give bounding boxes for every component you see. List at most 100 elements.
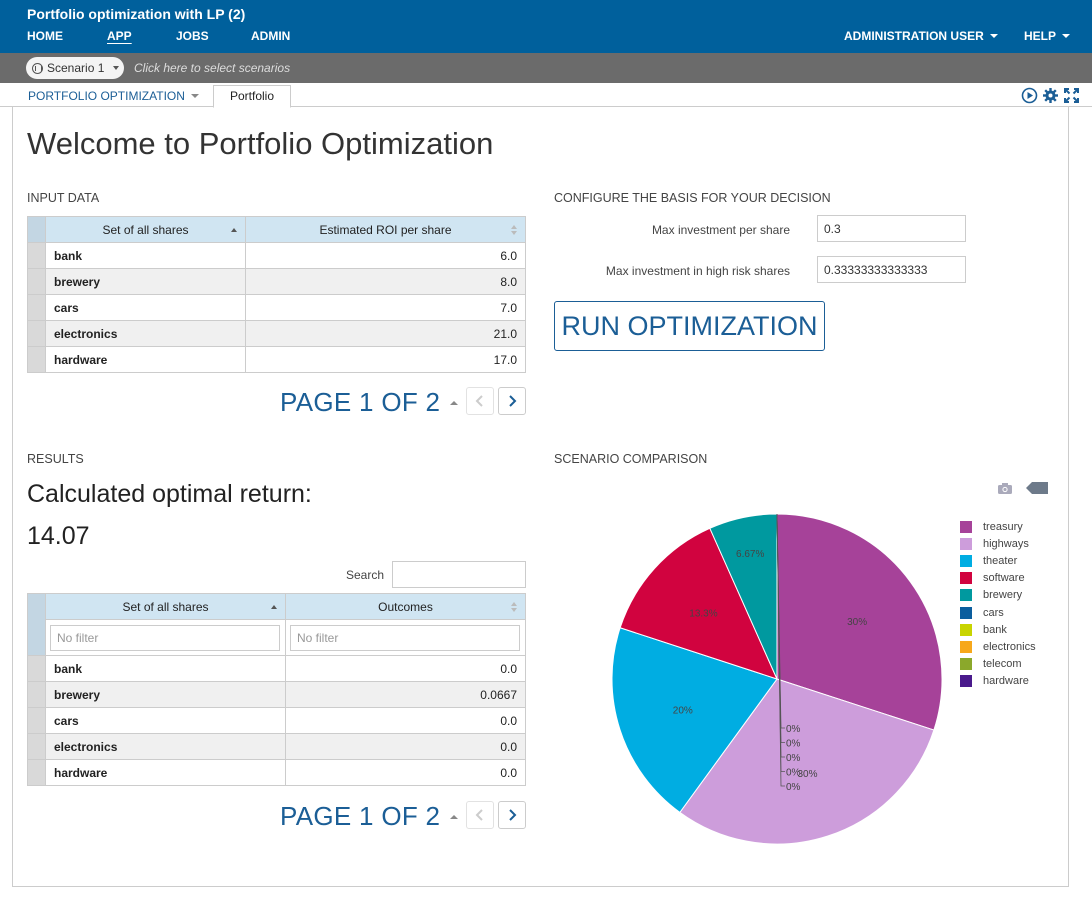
- table-cell[interactable]: 0.0667: [285, 681, 526, 708]
- legend-item-theater[interactable]: theater: [960, 552, 1036, 569]
- table-cell[interactable]: brewery: [45, 268, 246, 295]
- column-header-shares[interactable]: Set of all shares: [45, 216, 246, 243]
- legend-item-highways[interactable]: highways: [960, 535, 1036, 552]
- table-row[interactable]: cars 7.0: [27, 294, 526, 321]
- column-header-roi[interactable]: Estimated ROI per share: [245, 216, 526, 243]
- max-risk-input[interactable]: 0.33333333333333: [817, 256, 966, 283]
- scenario-bar: Scenario 1 Click here to select scenario…: [0, 53, 1092, 83]
- row-header[interactable]: [27, 733, 46, 760]
- gear-icon[interactable]: [1042, 87, 1059, 104]
- table-row[interactable]: bank 0.0: [27, 655, 526, 682]
- filter-input-outcomes[interactable]: No filter: [290, 624, 520, 651]
- table-cell[interactable]: 21.0: [245, 320, 526, 347]
- legend-item-brewery[interactable]: brewery: [960, 587, 1036, 604]
- row-header[interactable]: [27, 759, 46, 786]
- table-row[interactable]: hardware 0.0: [27, 759, 526, 786]
- table-cell[interactable]: bank: [45, 655, 286, 682]
- table-row[interactable]: bank 6.0: [27, 242, 526, 269]
- tab-portfolio[interactable]: Portfolio: [213, 85, 291, 108]
- toolbar-icons: [1021, 87, 1080, 104]
- legend-label: electronics: [983, 640, 1036, 653]
- row-header[interactable]: [27, 655, 46, 682]
- table-cell[interactable]: brewery: [45, 681, 286, 708]
- tag-icon[interactable]: [1026, 482, 1048, 494]
- table-row[interactable]: cars 0.0: [27, 707, 526, 734]
- table-row[interactable]: brewery 0.0667: [27, 681, 526, 708]
- table-cell[interactable]: 0.0: [285, 707, 526, 734]
- page-title: Welcome to Portfolio Optimization: [27, 126, 494, 161]
- pager-label: PAGE 1 OF 2: [280, 801, 441, 831]
- nav-home[interactable]: HOME: [27, 29, 63, 43]
- table-row[interactable]: electronics 0.0: [27, 733, 526, 760]
- table-cell[interactable]: bank: [45, 242, 246, 269]
- next-page-button[interactable]: [498, 801, 526, 829]
- run-optimization-button[interactable]: RUN OPTIMIZATION: [554, 301, 825, 351]
- table-cell[interactable]: electronics: [45, 733, 286, 760]
- user-menu[interactable]: ADMINISTRATION USER: [844, 29, 998, 43]
- next-page-button[interactable]: [498, 387, 526, 415]
- input-data-heading: INPUT DATA: [27, 191, 100, 205]
- legend-item-telecom[interactable]: telecom: [960, 656, 1036, 673]
- table-cell[interactable]: cars: [45, 707, 286, 734]
- row-header[interactable]: [27, 268, 46, 295]
- prev-page-button[interactable]: [466, 801, 494, 829]
- pie-slice-software[interactable]: [619, 527, 778, 680]
- table-cell[interactable]: 17.0: [245, 346, 526, 373]
- table-cell[interactable]: 7.0: [245, 294, 526, 321]
- input-pager[interactable]: PAGE 1 OF 2: [280, 387, 459, 418]
- legend-label: software: [983, 572, 1025, 585]
- table-cell[interactable]: 0.0: [285, 733, 526, 760]
- row-header[interactable]: [27, 320, 46, 347]
- table-cell[interactable]: 8.0: [245, 268, 526, 295]
- help-menu[interactable]: HELP: [1024, 29, 1071, 43]
- pie-slice-highways[interactable]: [679, 678, 935, 845]
- table-cell[interactable]: hardware: [45, 759, 286, 786]
- pie-slice-treasury[interactable]: [776, 513, 943, 731]
- slice-label-brewery: 6.67%: [736, 549, 764, 560]
- column-header-shares[interactable]: Set of all shares: [45, 593, 286, 620]
- table-row[interactable]: electronics 21.0: [27, 320, 526, 347]
- nav-admin[interactable]: ADMIN: [251, 29, 291, 43]
- table-cell[interactable]: 0.0: [285, 759, 526, 786]
- legend-item-cars[interactable]: cars: [960, 604, 1036, 621]
- row-header[interactable]: [27, 346, 46, 373]
- nav-jobs[interactable]: JOBS: [176, 29, 209, 43]
- nav-app[interactable]: APP: [107, 29, 132, 43]
- legend-item-software[interactable]: software: [960, 570, 1036, 587]
- legend-item-hardware[interactable]: hardware: [960, 673, 1036, 690]
- table-row[interactable]: hardware 17.0: [27, 346, 526, 373]
- play-icon[interactable]: [1021, 87, 1038, 104]
- table-cell[interactable]: cars: [45, 294, 246, 321]
- column-header-outcomes[interactable]: Outcomes: [285, 593, 526, 620]
- scenario-name: Scenario 1: [47, 61, 105, 75]
- results-pager[interactable]: PAGE 1 OF 2: [280, 801, 459, 832]
- legend-label: bank: [983, 623, 1007, 636]
- legend-item-bank[interactable]: bank: [960, 621, 1036, 638]
- table-cell[interactable]: 6.0: [245, 242, 526, 269]
- table-cell[interactable]: 0.0: [285, 655, 526, 682]
- row-header[interactable]: [27, 681, 46, 708]
- table-row[interactable]: brewery 8.0: [27, 268, 526, 295]
- legend-item-electronics[interactable]: electronics: [960, 638, 1036, 655]
- table-cell[interactable]: electronics: [45, 320, 246, 347]
- sort-icon: [511, 602, 517, 612]
- scenario-selector[interactable]: Scenario 1: [26, 57, 124, 79]
- prev-page-button[interactable]: [466, 387, 494, 415]
- table-cell[interactable]: hardware: [45, 346, 246, 373]
- pie-slice-theater[interactable]: [611, 627, 778, 814]
- search-input[interactable]: [392, 561, 526, 588]
- row-header[interactable]: [27, 707, 46, 734]
- pie-slice-brewery[interactable]: [709, 513, 778, 680]
- filter-input-shares[interactable]: No filter: [50, 624, 280, 651]
- camera-icon[interactable]: [997, 482, 1013, 495]
- chevron-down-icon: [989, 33, 998, 38]
- max-investment-input[interactable]: 0.3: [817, 215, 966, 242]
- row-header[interactable]: [27, 294, 46, 321]
- row-header[interactable]: [27, 242, 46, 269]
- slice-label-bank: 0%: [786, 739, 801, 750]
- chevron-up-icon: [450, 401, 459, 406]
- legend-item-treasury[interactable]: treasury: [960, 518, 1036, 535]
- tab-portfolio-optimization[interactable]: PORTFOLIO OPTIMIZATION: [28, 89, 199, 103]
- fullscreen-icon[interactable]: [1063, 87, 1080, 104]
- scenario-hint[interactable]: Click here to select scenarios: [134, 61, 291, 75]
